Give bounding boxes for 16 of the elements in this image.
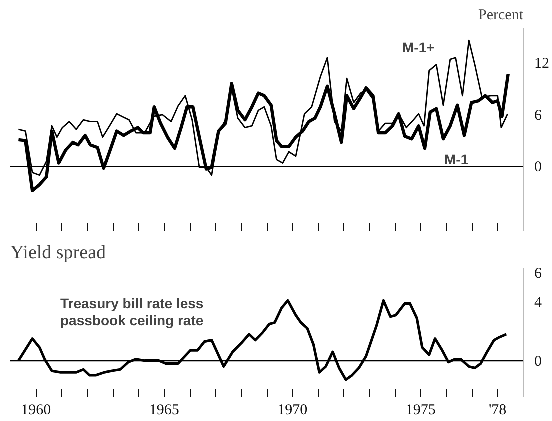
x-tick-label: 1970 (278, 402, 308, 418)
x-tick-label: 1960 (21, 402, 52, 418)
y-axis-title: Percent (478, 8, 524, 24)
x-tick-label: 1965 (149, 402, 180, 418)
y-tick-label: 4 (534, 295, 542, 312)
annotation: M-1+ (402, 40, 435, 56)
y-tick-label: 0 (534, 354, 542, 370)
x-tick-label: 1975 (406, 402, 436, 418)
annotation: M-1 (444, 152, 469, 168)
annotation: Treasury bill rate less passbook ceiling rate (60, 296, 204, 328)
y-tick-label: 6 (534, 266, 542, 282)
y-tick-label: 6 (534, 108, 542, 124)
x-tick-label: '78 (489, 402, 507, 418)
y-tick-label: 12 (534, 56, 550, 72)
y-tick-label: 0 (534, 160, 542, 176)
chart-title: Yield spread (10, 242, 106, 264)
